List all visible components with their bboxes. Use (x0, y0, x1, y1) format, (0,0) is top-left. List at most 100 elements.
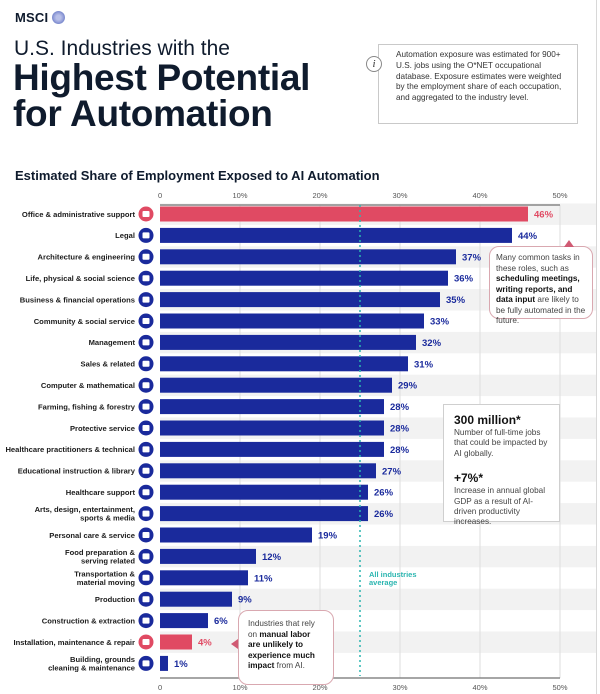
gavel-icon-glyph (142, 232, 150, 239)
callout-bottom-bold: manual labor are unlikely to experience … (248, 629, 315, 671)
bar (160, 463, 376, 479)
bar (160, 655, 168, 671)
x-tick-label-top: 30% (392, 191, 407, 200)
bus-icon-glyph (142, 574, 150, 581)
callout-bottom-pointer (231, 639, 238, 649)
category-label: Educational instruction & library (18, 467, 136, 476)
bar (160, 270, 448, 286)
chart-up-icon-glyph (142, 360, 150, 367)
building-icon-glyph (142, 211, 150, 217)
factory-icon-glyph (142, 596, 150, 603)
cart-icon-glyph (142, 532, 150, 538)
bar-value-label: 28% (390, 402, 410, 413)
page-edge (596, 0, 597, 694)
bar-value-label: 6% (214, 616, 228, 627)
callout-top-bold: scheduling meetings, writing reports, an… (496, 274, 580, 304)
people-group-icon-glyph (142, 275, 150, 282)
bar-chart: 0 0 10% 10% 20% 20% 30% 30% 40% 40% 50% 50% 46% Offic… (5, 191, 596, 692)
category-label: Business & financial operations (20, 295, 135, 304)
category-label: Management (89, 338, 136, 347)
x-tick-label-bottom: 30% (392, 683, 407, 692)
x-tick-label-top: 10% (232, 191, 247, 200)
category-label: Office & administrative support (22, 210, 136, 219)
lock-icon-glyph (142, 425, 150, 431)
callout-bottom-text-1: Industries that rely on (248, 619, 315, 639)
category-label: Community & social service (34, 317, 135, 326)
callout-manual-labor: Industries that rely on manual labor are… (238, 610, 334, 685)
stethoscope-icon-glyph (142, 446, 150, 453)
food-icon-glyph (142, 553, 150, 560)
category-label: Building, grounds (70, 655, 135, 664)
bar-value-label: 35% (446, 295, 466, 306)
category-label: Construction & extraction (42, 616, 136, 625)
bar (160, 634, 192, 650)
x-tick-label-top: 0 (158, 191, 162, 200)
category-label: serving related (81, 556, 135, 565)
x-tick-label-bottom: 20% (312, 683, 327, 692)
bar-value-label: 46% (534, 210, 554, 221)
row-band (160, 588, 596, 611)
callout-top-pointer (564, 240, 574, 247)
average-label: average (369, 578, 397, 587)
bar (160, 313, 424, 329)
stats-box: 300 million* Number of full-time jobs th… (443, 404, 560, 526)
bar-value-label: 26% (374, 488, 394, 499)
bar-value-label: 9% (238, 595, 252, 606)
x-tick-label-top: 20% (312, 191, 327, 200)
callout-office-tasks: Many common tasks in these roles, such a… (489, 246, 593, 325)
category-label: Protective service (70, 424, 135, 433)
category-label: Architecture & engineering (38, 253, 136, 262)
chart-title: Estimated Share of Employment Exposed to… (15, 168, 380, 183)
bar (160, 399, 384, 415)
x-tick-label-bottom: 10% (232, 683, 247, 692)
stat-jobs-value: 300 million* (454, 413, 521, 427)
title-line-2: Highest Potential (13, 57, 311, 98)
bar (160, 591, 232, 607)
blueprint-icon-glyph (142, 253, 150, 260)
brand: MSCI (15, 10, 66, 25)
category-label: Life, physical & social science (26, 274, 135, 283)
category-label: Sales & related (81, 360, 136, 369)
bar (160, 420, 384, 436)
bar (160, 613, 208, 629)
bar (160, 334, 416, 350)
callout-top-text-2: are likely to be fully automated in the … (496, 295, 586, 325)
briefcase-icon-glyph (142, 339, 150, 346)
x-tick-label-bottom: 50% (552, 683, 567, 692)
x-tick-label-top: 40% (472, 191, 487, 200)
category-label: Healthcare support (66, 488, 136, 497)
wrench-icon-glyph (142, 639, 150, 645)
bar (160, 441, 384, 457)
bar (160, 527, 312, 543)
x-tick-label-bottom: 40% (472, 683, 487, 692)
gamepad-icon-glyph (142, 510, 150, 517)
heart-pulse-icon-glyph (142, 489, 150, 496)
bar-value-label: 36% (454, 274, 474, 285)
brand-name: MSCI (15, 10, 49, 25)
category-label: Transportation & (74, 569, 135, 578)
bar-value-label: 19% (318, 531, 338, 542)
row-band (160, 631, 596, 653)
callout-top-text-1: Many common tasks in these roles, such a… (496, 253, 580, 273)
bar-value-label: 4% (198, 638, 212, 649)
row-band (160, 545, 596, 568)
category-label: Food preparation & (65, 548, 136, 557)
computer-gear-icon-glyph (142, 382, 150, 389)
category-label: material moving (77, 578, 136, 587)
x-tick-label-top: 50% (552, 191, 567, 200)
category-label: sports & media (80, 514, 136, 523)
title-line-3: for Automation (13, 93, 273, 134)
stat-gdp-value: +7%* (454, 471, 484, 486)
bar (160, 356, 408, 372)
bar-value-label: 31% (414, 359, 434, 370)
bar (160, 292, 440, 308)
category-label: Healthcare practitioners & technical (5, 445, 135, 454)
stat-gdp: +7%* Increase in annual global GDP as a … (454, 471, 549, 528)
category-label: Arts, design, entertainment, (35, 505, 135, 514)
bar-value-label: 32% (422, 338, 442, 349)
bar-value-label: 29% (398, 381, 418, 392)
x-tick-label-bottom: 0 (158, 683, 162, 692)
bar-value-label: 37% (462, 252, 482, 263)
category-label: Production (95, 595, 135, 604)
bar-value-label: 27% (382, 466, 402, 477)
